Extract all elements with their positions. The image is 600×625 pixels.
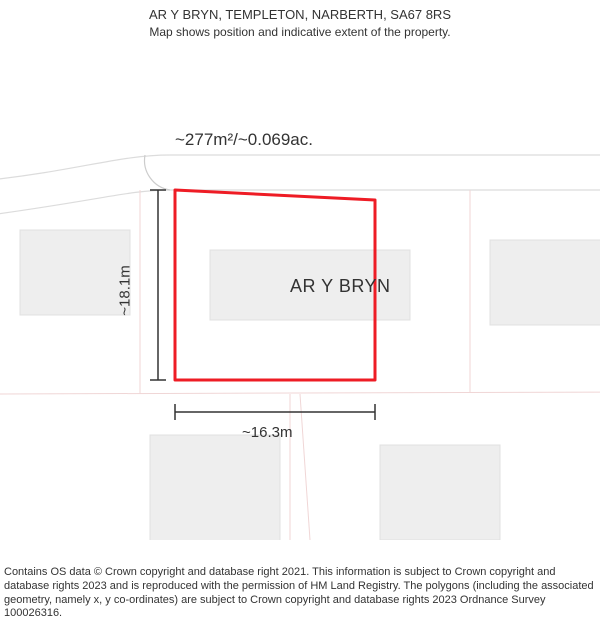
- area-label: ~277m²/~0.069ac.: [175, 130, 313, 150]
- header-subtitle: Map shows position and indicative extent…: [0, 24, 600, 41]
- header: AR Y BRYN, TEMPLETON, NARBERTH, SA67 8RS…: [0, 0, 600, 41]
- footer-copyright: Contains OS data © Crown copyright and d…: [4, 566, 596, 621]
- map-area: ~277m²/~0.069ac. ~18.1m ~16.3m AR Y BRYN: [0, 40, 600, 540]
- property-name-label: AR Y BRYN: [290, 276, 391, 297]
- height-label: ~18.1m: [117, 265, 134, 315]
- width-label: ~16.3m: [242, 424, 292, 441]
- header-title: AR Y BRYN, TEMPLETON, NARBERTH, SA67 8RS: [0, 6, 600, 24]
